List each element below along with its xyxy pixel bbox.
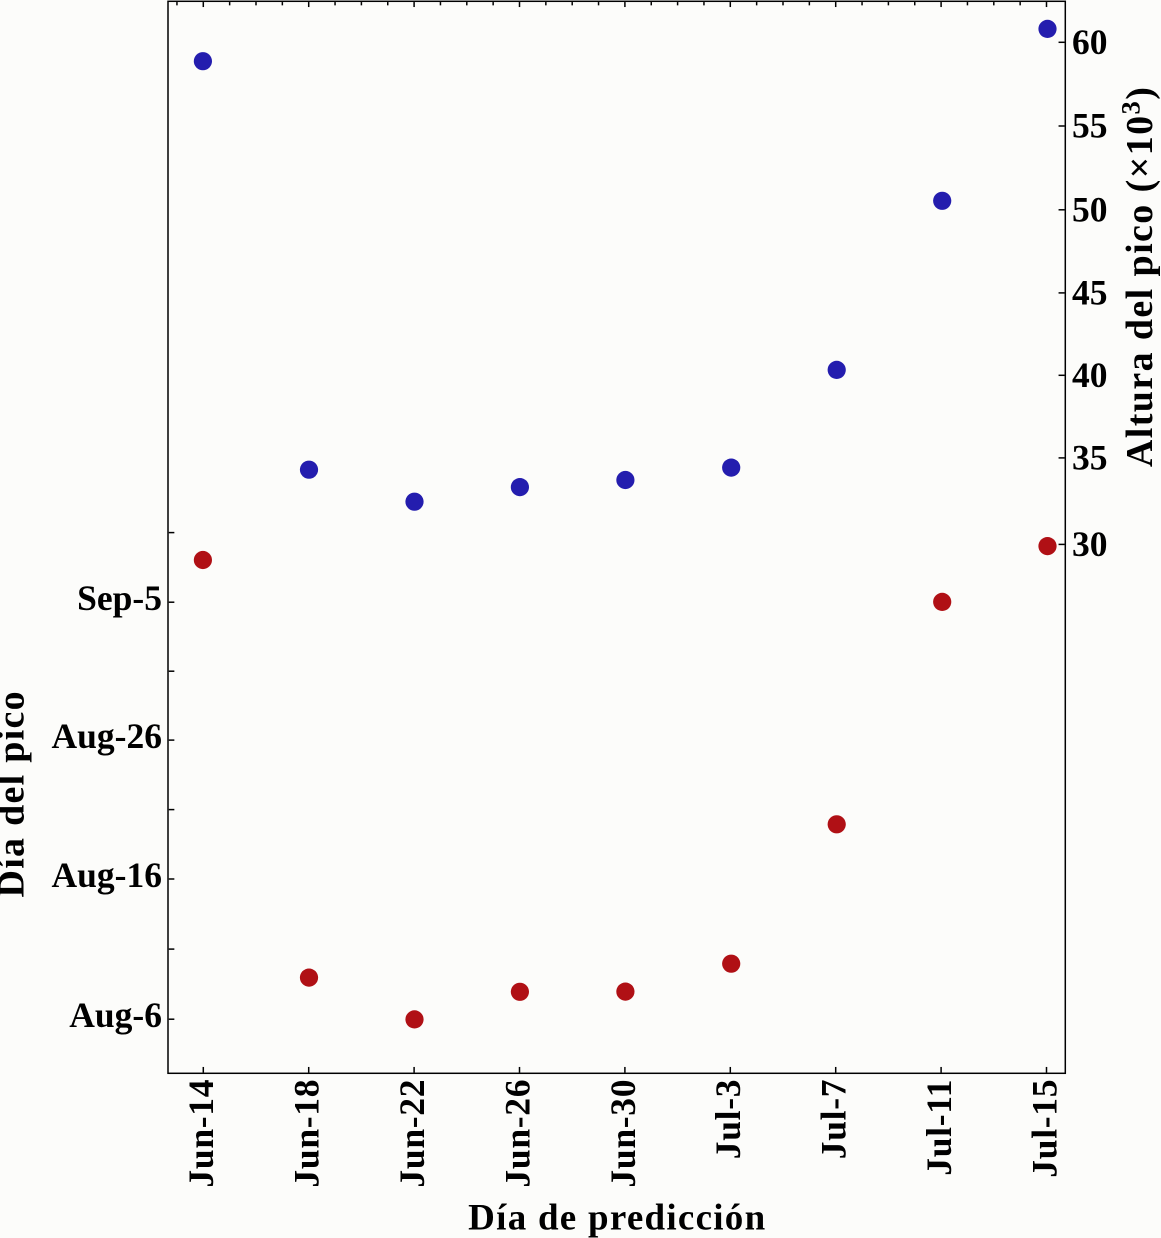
svg-text:60: 60 <box>1072 22 1108 62</box>
svg-text:40: 40 <box>1072 355 1108 395</box>
svg-text:Jun-18: Jun-18 <box>287 1079 327 1188</box>
svg-text:Día de predicción: Día de predicción <box>468 1198 766 1238</box>
svg-text:Jun-26: Jun-26 <box>497 1079 537 1188</box>
svg-text:Día del pico: Día del pico <box>0 690 33 897</box>
svg-text:45: 45 <box>1072 272 1108 312</box>
svg-text:Jun-14: Jun-14 <box>181 1079 221 1188</box>
svg-text:55: 55 <box>1072 106 1108 146</box>
svg-text:Jun-22: Jun-22 <box>392 1079 432 1188</box>
svg-text:35: 35 <box>1072 437 1108 477</box>
svg-text:Jul-3: Jul-3 <box>708 1079 748 1159</box>
svg-text:Altura del pico (×103): Altura del pico (×103) <box>1116 86 1161 467</box>
svg-text:Aug-6: Aug-6 <box>69 995 162 1035</box>
svg-text:50: 50 <box>1072 189 1108 229</box>
svg-text:Aug-16: Aug-16 <box>52 855 162 895</box>
svg-text:Jul-7: Jul-7 <box>814 1079 854 1159</box>
svg-text:Aug-26: Aug-26 <box>52 716 162 756</box>
svg-text:Jul-11: Jul-11 <box>919 1079 959 1176</box>
svg-text:Jun-30: Jun-30 <box>603 1079 643 1188</box>
svg-text:Sep-5: Sep-5 <box>77 578 162 618</box>
svg-text:Jul-15: Jul-15 <box>1024 1079 1064 1178</box>
svg-text:30: 30 <box>1072 524 1108 564</box>
